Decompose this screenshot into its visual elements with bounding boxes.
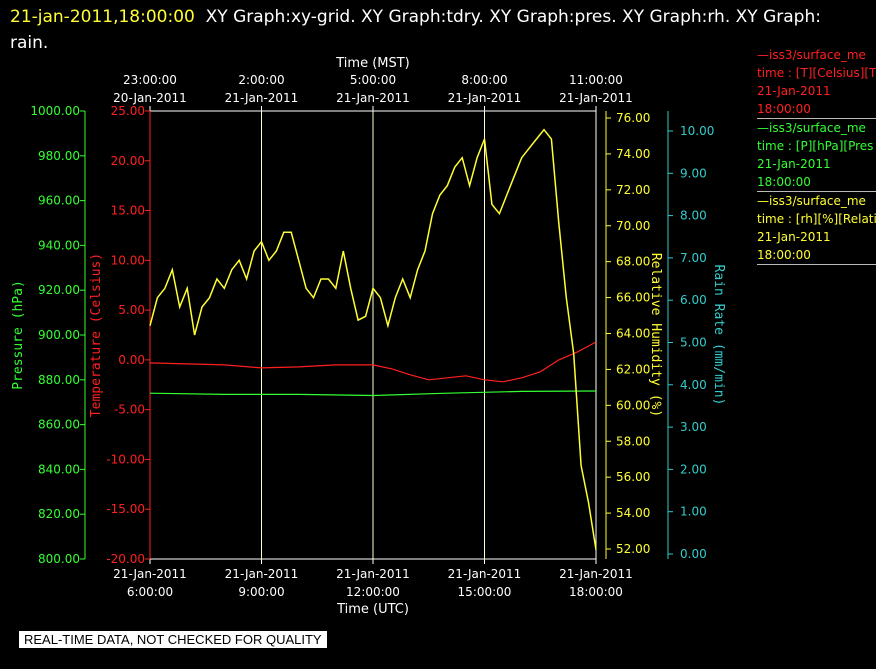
temperature-tick-label: 5.00 [118, 303, 145, 317]
pressure-tick-label: 960.00 [38, 194, 80, 208]
rain-tick-label: 1.00 [680, 505, 707, 519]
x-tick-label-bottom-date: 21-Jan-2011 [113, 567, 187, 581]
legend-rh-line2: time : [rh][%][Relati [757, 212, 876, 226]
temperature-tick-label: 10.00 [111, 253, 145, 267]
rh-tick-label: 62.00 [616, 362, 650, 376]
rh-tick-label: 74.00 [616, 147, 650, 161]
pressure-tick-label: 820.00 [38, 507, 80, 521]
pressure-tick-label: 860.00 [38, 418, 80, 432]
rh-tick-label: 58.00 [616, 434, 650, 448]
legend: —iss3/surface_me time : [T][Celsius][T 2… [757, 46, 876, 265]
series-line-temperature [149, 341, 597, 383]
legend-rh-line3: 21-Jan-2011 [757, 230, 831, 244]
x-tick-label-top-date: 20-Jan-2011 [113, 91, 187, 105]
temperature-tick-label: 25.00 [111, 104, 145, 118]
pressure-tick-label: 900.00 [38, 328, 80, 342]
rain-tick-label: 9.00 [680, 166, 707, 180]
rain-tick-label: 7.00 [680, 251, 707, 265]
legend-rh: —iss3/surface_me time : [rh][%][Relati 2… [757, 191, 876, 265]
x-tick-label-top-time: 11:00:00 [569, 73, 623, 87]
rain-tick-label: 0.00 [680, 547, 707, 561]
legend-pres-line2: time : [P][hPa][Pres [757, 139, 874, 153]
legend-tdry-line4: 18:00:00 [757, 102, 811, 116]
x-tick-label-bottom-time: 9:00:00 [238, 585, 284, 599]
x-tick-label-top-date: 21-Jan-2011 [336, 91, 410, 105]
series-line-pressure [149, 390, 597, 397]
pressure-tick-label: 800.00 [38, 552, 80, 566]
rh-tick-label: 76.00 [616, 111, 650, 125]
temperature-tick-label: 15.00 [111, 204, 145, 218]
pressure-tick-label: 920.00 [38, 283, 80, 297]
legend-tdry-line3: 21-Jan-2011 [757, 84, 831, 98]
temperature-axis-title: Temperature (Celsius) [89, 253, 104, 417]
rh-axis-title: Relative Humidity (%) [648, 253, 663, 417]
legend-rh-line1: —iss3/surface_me [757, 194, 866, 208]
x-tick-label-top-time: 2:00:00 [238, 73, 284, 87]
rh-tick-label: 64.00 [616, 327, 650, 341]
x-tick-label-bottom-time: 12:00:00 [346, 585, 400, 599]
x-tick-label-bottom-date: 21-Jan-2011 [336, 567, 410, 581]
temperature-tick-label: 20.00 [111, 154, 145, 168]
rain-tick-label: 4.00 [680, 378, 707, 392]
temperature-tick-label: -15.00 [106, 502, 145, 516]
pressure-tick-label: 940.00 [38, 238, 80, 252]
pressure-tick-label: 980.00 [38, 149, 80, 163]
x-tick-label-top-date: 21-Jan-2011 [225, 91, 299, 105]
rain-tick-label: 3.00 [680, 420, 707, 434]
x-tick-label-bottom-time: 15:00:00 [458, 585, 512, 599]
rain-tick-label: 8.00 [680, 209, 707, 223]
legend-tdry-line1: —iss3/surface_me [757, 48, 866, 62]
legend-tdry: —iss3/surface_me time : [T][Celsius][T 2… [757, 46, 876, 118]
legend-pres-line1: —iss3/surface_me [757, 121, 866, 135]
legend-tdry-line2: time : [T][Celsius][T [757, 66, 876, 80]
rh-tick-label: 72.00 [616, 183, 650, 197]
x-axis-label-bottom: Time (UTC) [336, 602, 409, 617]
rain-tick-label: 10.00 [680, 124, 714, 138]
chart-title-text: XY Graph:xy-grid. XY Graph:tdry. XY Grap… [10, 7, 821, 53]
x-axis-label-top: Time (MST) [335, 56, 410, 71]
x-tick-label-bottom-date: 21-Jan-2011 [559, 567, 633, 581]
rain-tick-label: 2.00 [680, 462, 707, 476]
x-tick-label-bottom-date: 21-Jan-2011 [448, 567, 522, 581]
x-tick-label-top-date: 21-Jan-2011 [448, 91, 522, 105]
x-tick-label-bottom-time: 18:00:00 [569, 585, 623, 599]
quality-warning: REAL-TIME DATA, NOT CHECKED FOR QUALITY [19, 631, 327, 648]
x-tick-label-top-time: 8:00:00 [461, 73, 507, 87]
rh-tick-label: 66.00 [616, 291, 650, 305]
series-line-rh [149, 128, 597, 550]
rh-tick-label: 54.00 [616, 506, 650, 520]
temperature-tick-label: -5.00 [114, 403, 145, 417]
temperature-tick-label: 0.00 [118, 353, 145, 367]
chart-timestamp: 21-jan-2011,18:00:00 [10, 7, 195, 27]
legend-pres: —iss3/surface_me time : [P][hPa][Pres 21… [757, 118, 876, 191]
legend-pres-line4: 18:00:00 [757, 175, 811, 189]
rain-tick-label: 6.00 [680, 293, 707, 307]
x-tick-label-bottom-time: 6:00:00 [127, 585, 173, 599]
temperature-tick-label: -10.00 [106, 452, 145, 466]
rh-tick-label: 56.00 [616, 470, 650, 484]
pressure-tick-label: 840.00 [38, 462, 80, 476]
rh-tick-label: 60.00 [616, 398, 650, 412]
rh-tick-label: 70.00 [616, 219, 650, 233]
rh-tick-label: 68.00 [616, 255, 650, 269]
x-tick-label-top-time: 23:00:00 [123, 73, 177, 87]
rain-tick-label: 5.00 [680, 336, 707, 350]
x-tick-label-top-date: 21-Jan-2011 [559, 91, 633, 105]
x-tick-label-top-time: 5:00:00 [350, 73, 396, 87]
pressure-axis-title: Pressure (hPa) [11, 280, 26, 390]
rh-tick-label: 52.00 [616, 542, 650, 556]
temperature-tick-label: -20.00 [106, 552, 145, 566]
pressure-tick-label: 1000.00 [30, 104, 80, 118]
legend-rh-line4: 18:00:00 [757, 248, 811, 262]
legend-pres-line3: 21-Jan-2011 [757, 157, 831, 171]
x-tick-label-bottom-date: 21-Jan-2011 [225, 567, 299, 581]
pressure-tick-label: 880.00 [38, 373, 80, 387]
rain-axis-title: Rain Rate (mm/min) [711, 265, 726, 406]
chart-title: 21-jan-2011,18:00:00 XY Graph:xy-grid. X… [10, 4, 850, 56]
